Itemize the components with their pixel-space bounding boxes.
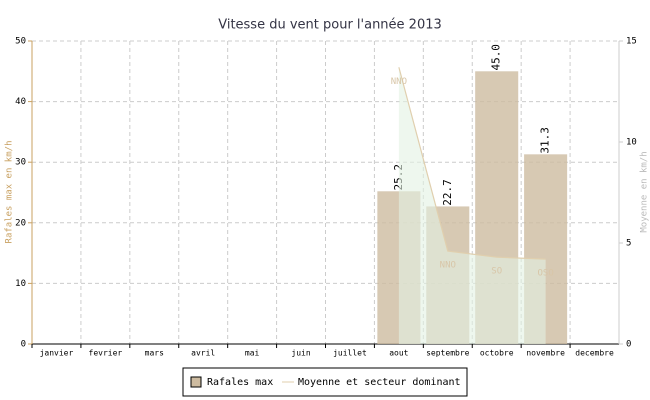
x-tick-label: juillet xyxy=(333,349,367,358)
value-label: 45.0 xyxy=(490,44,503,71)
x-tick-label: mai xyxy=(245,349,260,358)
point-label: NNO xyxy=(391,77,407,87)
x-tick-label: octobre xyxy=(480,349,514,358)
area xyxy=(398,67,546,344)
point-label: NNO xyxy=(440,261,456,271)
line xyxy=(398,67,546,260)
y-tick-label: 50 xyxy=(15,37,26,47)
point-label: SO xyxy=(491,267,502,277)
value-label: 31.3 xyxy=(539,127,552,154)
legend-box xyxy=(182,367,468,397)
x-tick-label: novembre xyxy=(526,349,565,358)
legend-swatch xyxy=(190,376,202,388)
chart-title: Vitesse du vent pour l'année 2013 xyxy=(218,18,442,33)
legend-label: Rafales max xyxy=(207,377,273,388)
x-tick-label: janvier xyxy=(40,349,74,358)
x-tick-label: septembre xyxy=(426,349,470,358)
legend-label: Moyenne et secteur dominant xyxy=(298,377,461,388)
x-tick-label: juin xyxy=(291,349,310,358)
y2-tick-label: 5 xyxy=(626,239,631,249)
value-label: 22.7 xyxy=(441,179,454,206)
y-tick-label: 20 xyxy=(15,218,26,228)
y2-tick-label: 0 xyxy=(626,340,631,350)
y-tick-label: 10 xyxy=(15,279,26,289)
y-tick-label: 0 xyxy=(21,340,26,350)
y2-tick-label: 15 xyxy=(626,37,637,47)
y-tick-label: 30 xyxy=(15,158,26,168)
x-tick-label: avril xyxy=(191,349,215,358)
y-tick-label: 40 xyxy=(15,97,26,107)
x-tick-label: aout xyxy=(389,349,408,358)
y2-tick-label: 10 xyxy=(626,138,637,148)
x-tick-label: fevrier xyxy=(89,349,123,358)
point-label: OSO xyxy=(537,269,553,279)
x-tick-label: decembre xyxy=(575,349,614,358)
y2-axis-label: Moyenne en km/h xyxy=(640,151,650,232)
y-axis-label: Rafales max en km/h xyxy=(5,141,15,244)
x-tick-label: mars xyxy=(145,349,164,358)
